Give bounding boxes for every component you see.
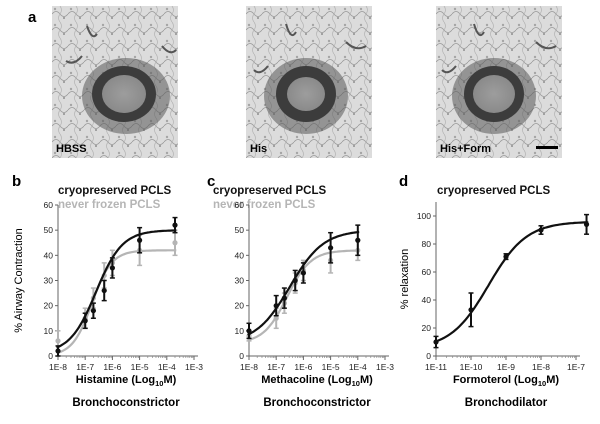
y-tick-label: 10 — [44, 326, 54, 336]
x-axis-label: Histamine (Log10M) — [76, 374, 177, 388]
y-tick-label: 20 — [44, 301, 54, 311]
x-tick-label: 1E-6 — [103, 362, 121, 372]
x-tick-label: 1E-3 — [185, 362, 203, 372]
x-tick-label: 1E-6 — [294, 362, 312, 372]
y-tick-label: 80 — [422, 239, 432, 249]
y-tick-label: 60 — [422, 267, 432, 277]
x-axis-label-tail: M) — [163, 374, 176, 386]
y-tick-label: 50 — [44, 225, 54, 235]
data-point — [90, 308, 96, 314]
panel-letter: d — [399, 173, 408, 190]
x-axis-label-tail: M) — [546, 374, 559, 386]
x-axis-label-main: Formoterol (Log — [453, 374, 538, 386]
panel-footer: Bronchodilator — [465, 397, 548, 409]
data-point — [328, 245, 334, 251]
y-tick-label: 10 — [235, 326, 245, 336]
x-tick-label: 1E-8 — [240, 362, 258, 372]
y-tick-label: 50 — [235, 225, 245, 235]
data-point — [55, 338, 61, 344]
y-tick-label: 20 — [422, 323, 432, 333]
data-point — [281, 295, 287, 301]
x-tick-label: 1E-4 — [158, 362, 176, 372]
data-point — [172, 240, 178, 246]
micrograph-label-his: His — [250, 143, 267, 155]
data-point — [503, 254, 509, 260]
y-tick-label: 100 — [417, 211, 431, 221]
fit-curve — [56, 249, 177, 355]
x-tick-label: 1E-8 — [532, 362, 550, 372]
y-tick-label: 20 — [235, 301, 245, 311]
data-point — [109, 265, 115, 271]
fit-curve — [56, 229, 177, 349]
x-axis-label-sub: 10 — [352, 379, 360, 388]
data-point — [137, 237, 143, 243]
panel-footer: Bronchoconstrictor — [263, 397, 371, 409]
x-tick-label: 1E-10 — [460, 362, 483, 372]
x-axis-label-sub: 10 — [538, 379, 546, 388]
data-point — [538, 227, 544, 233]
x-axis-label-main: Methacoline (Log — [261, 374, 351, 386]
x-axis-label: Methacoline (Log10M) — [261, 374, 373, 388]
y-tick-label: 0 — [426, 351, 431, 361]
x-tick-label: 1E-4 — [349, 362, 367, 372]
panel-footer: Bronchoconstrictor — [72, 397, 180, 409]
x-axis-label-tail: M) — [360, 374, 373, 386]
data-point — [101, 287, 107, 294]
y-tick-label: 0 — [48, 351, 53, 361]
x-tick-label: 1E-9 — [497, 362, 515, 372]
x-tick-label: 1E-5 — [322, 362, 340, 372]
y-tick-label: 30 — [44, 276, 54, 286]
data-point — [433, 339, 439, 345]
panel-a-letter: a — [28, 9, 37, 26]
micrograph-label-his-form: His+Form — [440, 143, 491, 155]
x-axis-label-sub: 10 — [155, 379, 163, 388]
legend-entry: never frozen PCLS — [58, 199, 161, 211]
micrograph-his: His — [246, 6, 372, 158]
y-axis-label: % relaxation — [399, 249, 411, 310]
data-point — [468, 307, 474, 313]
y-tick-label: 40 — [44, 250, 54, 260]
x-tick-label: 1E-8 — [49, 362, 67, 372]
scale-bar — [536, 146, 558, 149]
data-point — [292, 277, 298, 284]
data-point — [55, 348, 61, 354]
y-tick-label: 60 — [44, 200, 54, 210]
x-tick-label: 1E-7 — [267, 362, 285, 372]
x-tick-label: 1E-7 — [76, 362, 94, 372]
micrograph-hbss: HBSS — [52, 6, 178, 158]
legend-entry: cryopreserved PCLS — [437, 185, 550, 197]
data-point — [583, 221, 590, 227]
data-point — [300, 270, 306, 276]
x-tick-label: 1E-5 — [131, 362, 149, 372]
x-axis-label-main: Histamine (Log — [76, 374, 155, 386]
micrograph-label-hbss: HBSS — [56, 143, 87, 155]
data-point — [355, 237, 361, 243]
panel-letter: b — [12, 173, 21, 190]
legend-entry: never frozen PCLS — [213, 199, 316, 211]
data-point — [273, 315, 279, 321]
micrograph-his-form: His+Form — [436, 6, 562, 158]
legend-entry: cryopreserved PCLS — [213, 185, 326, 197]
x-tick-label: 1E-7 — [567, 362, 585, 372]
y-tick-label: 40 — [235, 250, 245, 260]
legend-entry: cryopreserved PCLS — [58, 185, 171, 197]
data-point — [82, 318, 88, 324]
y-tick-label: 30 — [235, 276, 245, 286]
y-tick-label: 0 — [239, 351, 244, 361]
x-tick-label: 1E-11 — [425, 362, 447, 372]
y-tick-label: 40 — [422, 295, 432, 305]
data-point — [172, 222, 178, 228]
data-point — [273, 303, 279, 309]
y-tick-label: 60 — [235, 200, 245, 210]
panel-letter: c — [207, 173, 215, 190]
fit-curve — [433, 221, 589, 344]
data-point — [246, 328, 252, 334]
x-tick-label: 1E-3 — [376, 362, 394, 372]
chart-panel-d: d cryopreserved PCLS 0 20 40 60 80 100 1E-11 1E-1… — [399, 173, 590, 409]
y-axis-label: % Airway Contraction — [13, 228, 25, 333]
chart-panel-b: b cryopreserved PCLS never frozen PCLS 0 10 2… — [12, 173, 203, 409]
x-axis-label: Formoterol (Log10M) — [453, 374, 559, 388]
